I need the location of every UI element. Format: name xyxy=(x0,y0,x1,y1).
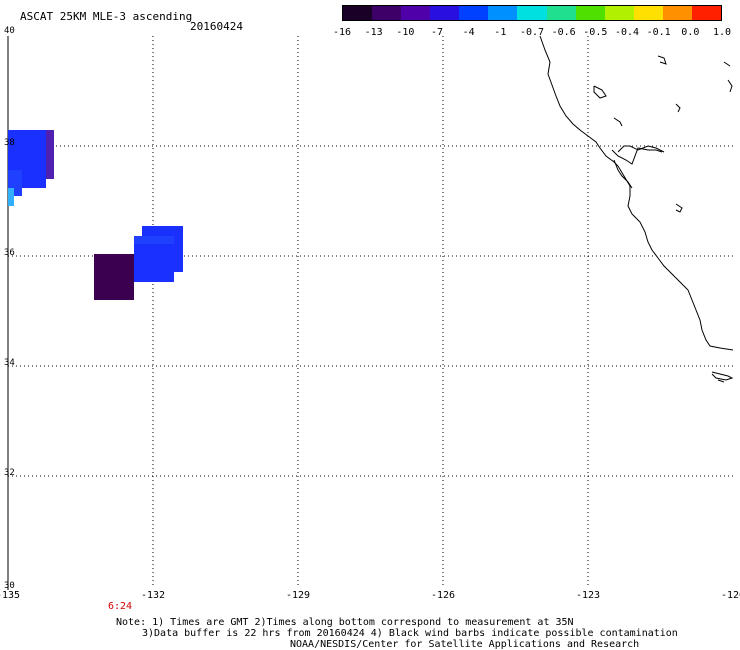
colorbar-label: -1 xyxy=(494,27,507,38)
colorbar-labels: -16 -13 -10 -7 -4 -1 -0.7 -0.6 -0.5 -0.4 -0.1 0.0 1.… xyxy=(333,27,731,39)
colorbar-label: -16 xyxy=(332,27,352,38)
colorbar-label: -0.5 xyxy=(583,27,608,38)
colorbar-segment xyxy=(488,6,518,20)
x-tick-label: -120 xyxy=(720,590,740,601)
x-tick-label: -135 xyxy=(0,590,21,601)
coastline-lake-3 xyxy=(675,103,681,113)
colorbar-segment xyxy=(575,6,605,20)
colorbar-segment xyxy=(662,6,692,20)
colorbar-label: -4 xyxy=(462,27,475,38)
colorbar-segment xyxy=(459,6,489,20)
coastline xyxy=(539,35,734,383)
colorbar-segment xyxy=(343,6,373,20)
y-tick-label: 34 xyxy=(4,358,15,368)
colorbar-segment xyxy=(691,6,722,20)
y-tick-label: 32 xyxy=(4,468,15,478)
coastline-lake-2 xyxy=(657,55,667,65)
colorbar-label: -0.6 xyxy=(551,27,576,38)
colorbar-segment xyxy=(517,6,547,20)
x-tick-label: -126 xyxy=(430,590,456,601)
colorbar-label: 0.0 xyxy=(681,27,700,38)
time-marker: 6:24 xyxy=(108,601,133,612)
swath-cell-blue-c xyxy=(134,236,174,244)
colorbar-segment xyxy=(546,6,576,20)
gridlines xyxy=(8,36,733,586)
chart-date: 20160424 xyxy=(190,20,243,33)
y-tick-label: 38 xyxy=(4,138,15,148)
x-tick-label: -123 xyxy=(575,590,601,601)
map-canvas xyxy=(7,35,734,590)
colorbar-label: -10 xyxy=(396,27,415,38)
swath-northwest xyxy=(8,130,54,206)
coastline-lake-4 xyxy=(723,61,731,67)
colorbar-label: -7 xyxy=(430,27,444,38)
colorbar-label: -0.1 xyxy=(646,27,671,38)
note-line-3: NOAA/NESDIS/Center for Satellite Applica… xyxy=(290,639,640,650)
x-tick-label: -129 xyxy=(285,590,311,601)
colorbar-segment xyxy=(430,6,460,20)
coastline-island-1 xyxy=(711,371,734,381)
coastline-island-2 xyxy=(717,379,725,383)
swath-cell-dark xyxy=(94,254,134,300)
colorbar-label: 1.0 xyxy=(712,27,732,38)
coastline-lake-6 xyxy=(675,203,683,213)
colorbar-segment xyxy=(372,6,402,20)
colorbar-segment xyxy=(401,6,431,20)
swath-cell-cyan xyxy=(8,188,14,206)
y-tick-label: 36 xyxy=(4,248,15,258)
coastline-lake-5 xyxy=(727,79,733,93)
colorbar xyxy=(342,5,722,21)
colorbar-label: -13 xyxy=(364,27,383,38)
y-tick-label: 30 xyxy=(4,581,15,591)
colorbar-label: -0.7 xyxy=(519,27,545,38)
colorbar-label: -0.4 xyxy=(614,27,640,38)
coastline-lake-7 xyxy=(613,117,623,127)
colorbar-segment xyxy=(604,6,634,20)
chart-title: ASCAT 25KM MLE-3 ascending xyxy=(20,10,193,23)
colorbar-segment xyxy=(633,6,663,20)
coastline-bay xyxy=(611,147,663,165)
y-tick-label: 40 xyxy=(4,26,15,36)
swath-central xyxy=(94,226,183,300)
coastline-delta xyxy=(617,145,665,153)
x-tick-label: -132 xyxy=(140,590,166,601)
coastline-inlet xyxy=(613,159,633,189)
coastline-main xyxy=(539,35,734,351)
coastline-lake-1 xyxy=(593,85,607,99)
note-line-1: Note: 1) Times are GMT 2)Times along bot… xyxy=(116,617,574,628)
note-line-2: 3)Data buffer is 22 hrs from 20160424 4)… xyxy=(142,628,678,639)
